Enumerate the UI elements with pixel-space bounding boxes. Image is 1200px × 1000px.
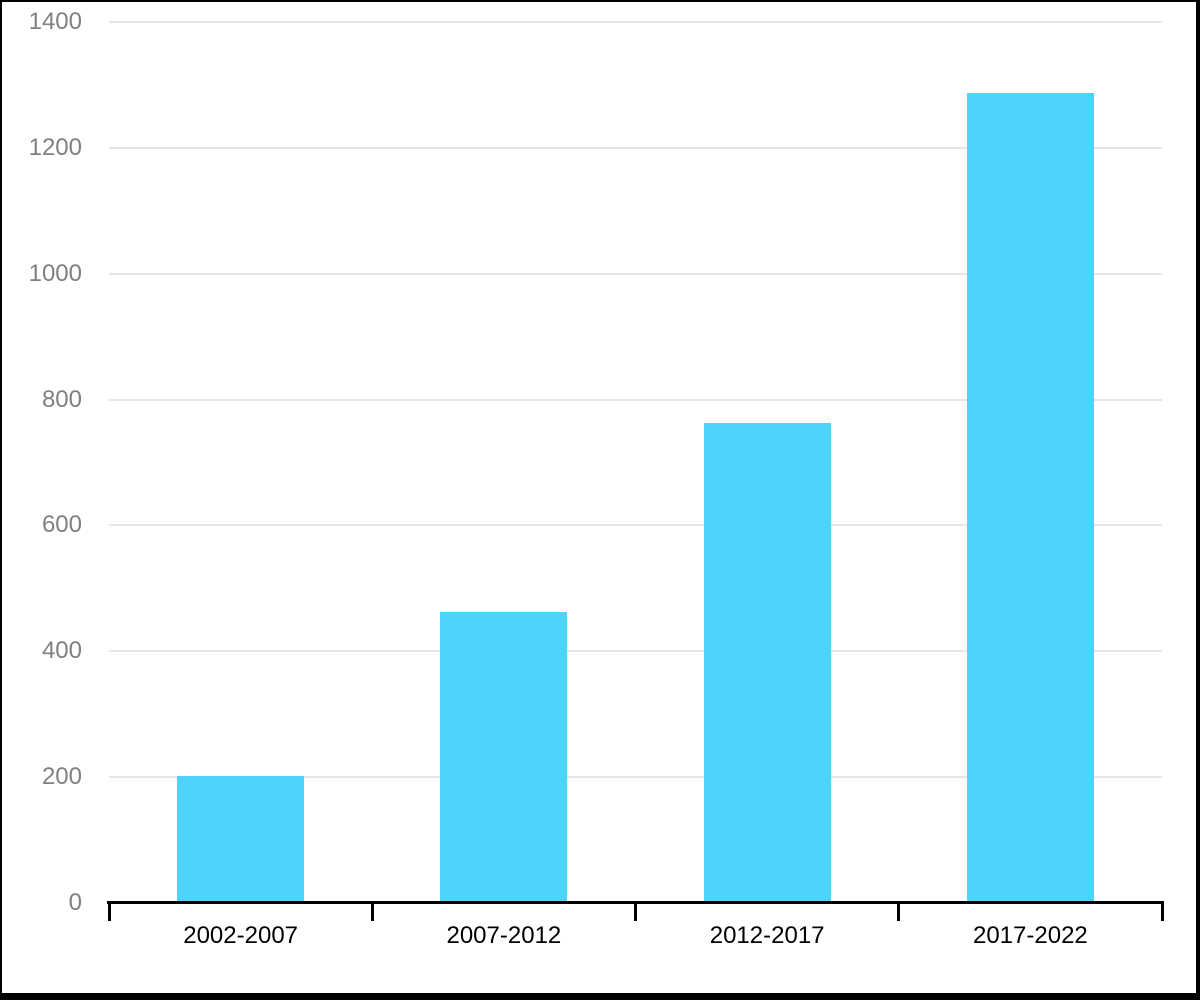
y-tick-label: 1400	[28, 8, 82, 35]
x-tick-label-2002-2007: 2002-2007	[183, 922, 299, 949]
x-axis-tick	[370, 901, 374, 921]
gridline-y-1000	[109, 272, 1162, 275]
x-axis-tick	[634, 901, 637, 921]
y-tick-label: 0	[68, 889, 82, 916]
y-tick-label: 800	[41, 385, 82, 413]
x-tick-label-2007-2012: 2007-2012	[446, 922, 562, 949]
bar-2007-2012	[440, 612, 568, 903]
gridline-y-1400	[109, 21, 1162, 23]
gridline-y-800	[109, 398, 1162, 401]
x-axis-tick	[107, 901, 111, 921]
x-axis-tick	[1160, 901, 1164, 921]
gridline-y-600	[109, 524, 1162, 527]
y-tick-label: 1000	[28, 259, 82, 287]
x-axis-tick	[897, 901, 901, 921]
gridline-y-200	[109, 776, 1162, 779]
y-tick-label: 200	[41, 763, 82, 791]
y-tick-label: 600	[41, 511, 82, 539]
x-tick-label-2017-2022: 2017-2022	[972, 922, 1088, 949]
gridline-y-1200	[109, 146, 1162, 149]
bar-2017-2022	[966, 93, 1094, 903]
bar-2002-2007	[177, 775, 305, 903]
x-tick-label-2012-2017: 2012-2017	[709, 922, 825, 949]
bar-2012-2017	[703, 423, 831, 903]
gridline-y-400	[109, 650, 1162, 653]
y-tick-label: 1200	[28, 133, 82, 161]
y-tick-label: 400	[41, 637, 82, 665]
